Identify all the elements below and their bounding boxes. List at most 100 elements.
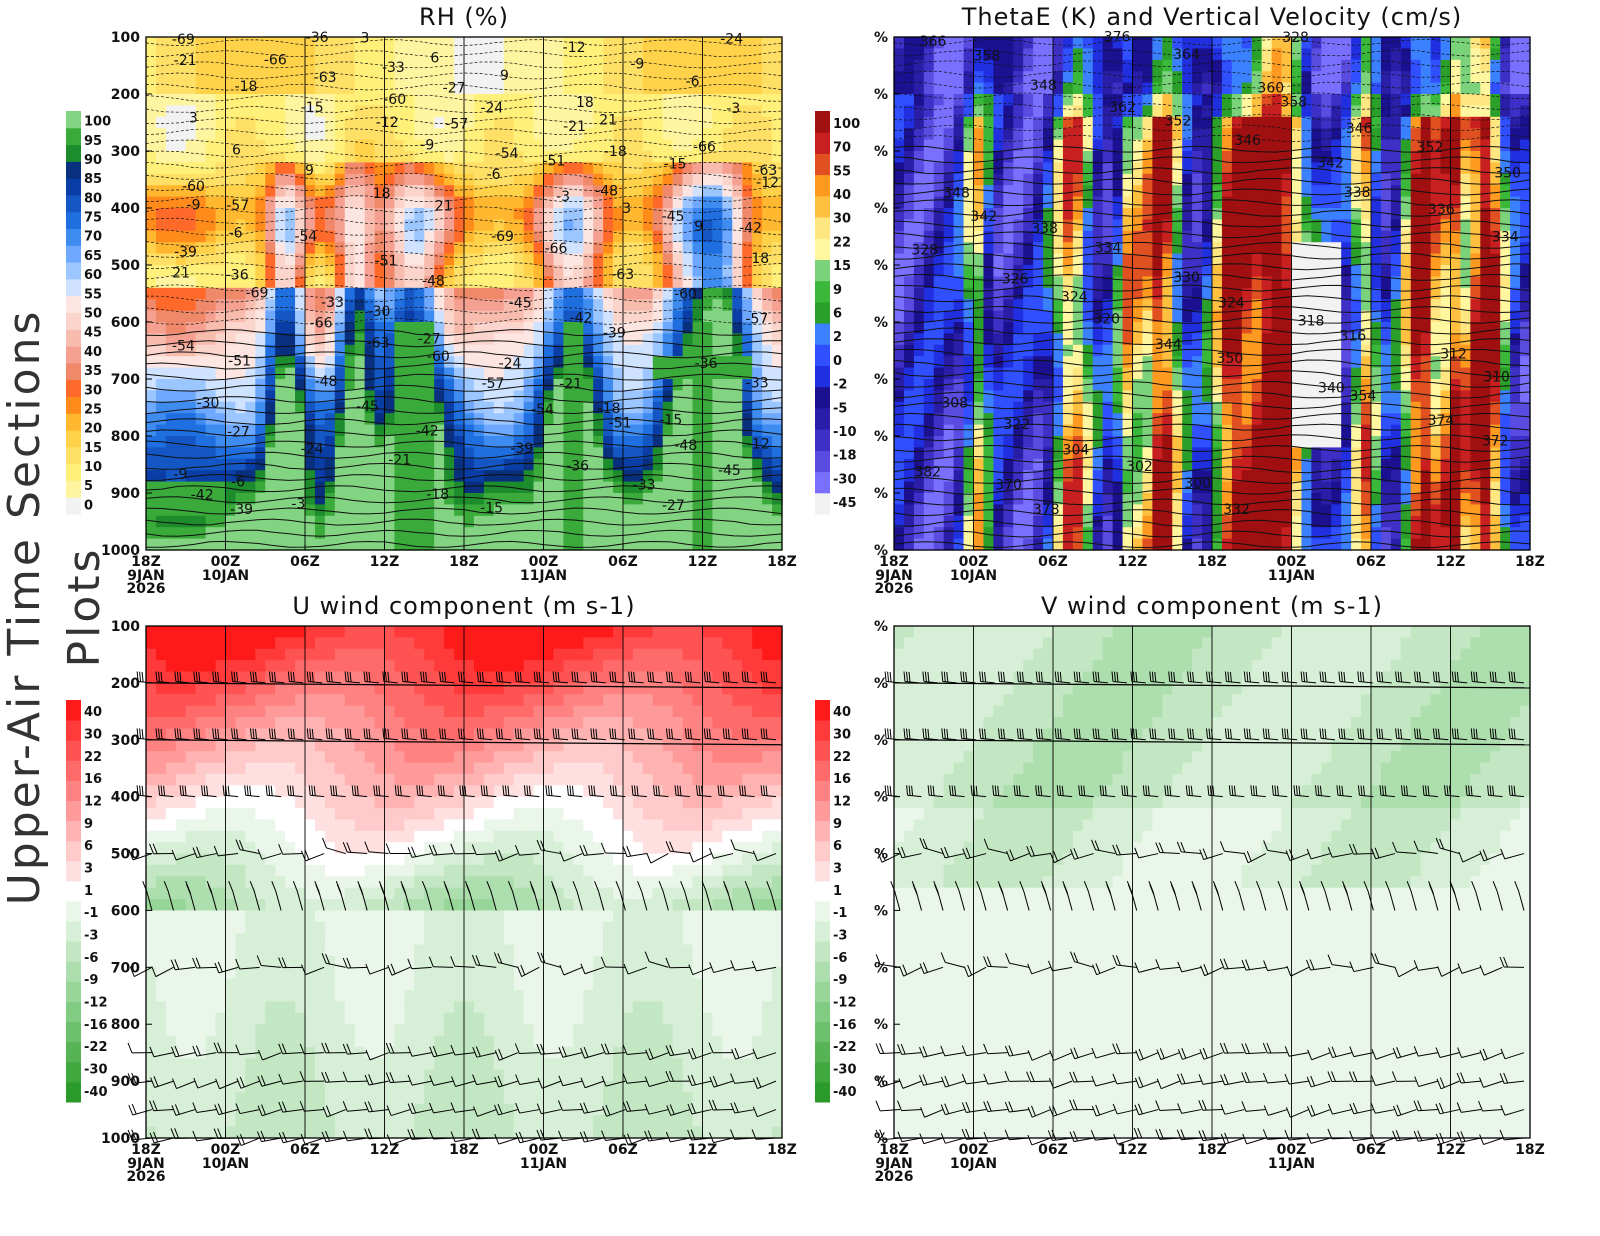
wind-barb [730,1073,755,1084]
wind-barb [933,881,944,911]
rh-panel-contour-labels: -69-66-63-60-57-54 -51-48-45-42-39-36-33-… [172,30,779,518]
contour-label: -63 [367,336,390,352]
colorbar-swatch [815,195,830,218]
contour-line [145,295,783,303]
x-date-label: 9JAN [127,568,165,584]
wind-barb [1105,881,1116,911]
wind-barb [1414,1076,1439,1087]
wind-barb [507,881,519,911]
wind-barb [268,671,285,684]
wind-barb [559,964,583,976]
wind-barb [1487,785,1503,798]
wind-barb [1300,728,1317,741]
wind-barb [615,881,626,911]
wind-barb [579,1131,604,1143]
wind-barb [429,1075,454,1086]
wind-barb [278,1101,303,1113]
contour-label: -12 [376,115,399,131]
y-tick-label: 600 [111,903,140,919]
contour-label: 364 [1173,47,1200,63]
contour-label: 346 [1234,133,1261,149]
wind-barb [1091,839,1116,855]
wind-barb [420,728,436,741]
wind-barb [961,1045,987,1057]
wind-barb [766,881,777,911]
wind-barb [941,671,957,684]
wind-barb [1284,1073,1309,1085]
colorbar-swatch [815,760,830,781]
colorbar-swatch [815,238,830,260]
wind-barb [235,1044,260,1056]
contour-label: 338 [1031,221,1058,237]
wind-barb [558,1075,583,1087]
wind-barb [292,881,304,911]
colorbar-label: 1 [84,884,93,899]
colorbar-swatch [815,901,830,922]
contour-label: -54 [496,146,519,162]
wind-barb [1091,1047,1116,1059]
colorbar-swatch [815,981,830,1002]
wind-barb [602,1104,626,1117]
wind-barb [325,728,342,741]
wind-barb [365,1049,389,1061]
wind-barb [407,1074,432,1086]
colorbar-swatch [66,497,81,515]
colorbar-swatch [815,740,830,761]
wind-barb [739,785,755,798]
contour-label: -42 [570,311,593,327]
wind-barb [1206,671,1222,684]
colorbar-label: 6 [833,839,842,854]
y-tick-label: % [874,486,888,502]
wind-barb [1284,1046,1309,1057]
colorbar-swatch [815,365,830,388]
wind-barb [941,728,957,741]
wind-barb [1121,785,1137,798]
wind-barb [1262,1042,1288,1054]
colorbar-swatch [815,860,830,882]
wind-barb [628,728,644,741]
wind-barb [1348,843,1374,855]
y-tick-label: 300 [111,144,140,160]
colorbar-label: 40 [833,188,851,203]
x-date-label: 2026 [127,1169,166,1185]
wind-barb [322,1105,346,1118]
wind-barb [129,966,153,978]
wind-barb [897,1043,922,1055]
colorbar-label: 20 [84,422,102,437]
wind-barb [1370,952,1396,968]
wind-barb [149,1100,174,1112]
wind-barb [174,728,190,741]
contour-label: 350 [1494,166,1521,182]
wind-barb [472,1046,497,1058]
colorbar-label: 22 [833,750,851,765]
wind-barb [1432,728,1449,741]
wind-barb [1271,785,1288,798]
contour-line [893,71,1531,78]
wind-barb [898,1078,922,1089]
colorbar-swatch [66,740,81,761]
wind-barb [459,785,475,798]
wind-barb [335,881,347,911]
contour-label: 378 [1033,502,1060,518]
wind-barb [1250,785,1266,798]
wind-barb [983,956,1008,968]
contour-label: -33 [321,295,344,311]
contour-label: 320 [1093,312,1120,328]
wind-barb [1285,1107,1310,1118]
wind-barb [911,881,922,911]
contour-label: 312 [1440,346,1467,362]
wind-barb [590,728,606,741]
wind-barb [300,1133,325,1145]
x-tick-label: 12Z [688,554,718,570]
wind-barb [572,881,583,911]
x-tick-label: 06Z [1038,1142,1068,1158]
wind-barb [666,671,682,684]
wind-barb [628,671,644,684]
y-tick-label: 800 [111,429,140,445]
wind-barb [687,1103,712,1115]
wind-barb [268,728,285,741]
wind-barb [722,671,739,684]
colorbar-swatch [66,901,81,922]
colorbar-label: 22 [84,750,102,765]
